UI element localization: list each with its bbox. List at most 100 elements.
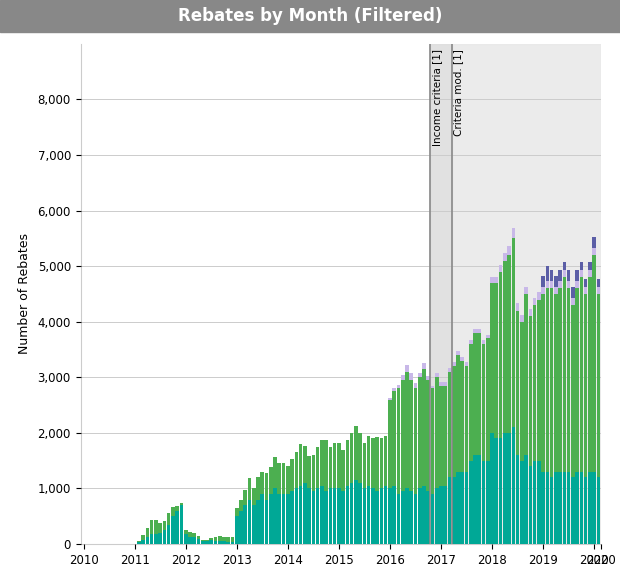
Bar xyxy=(197,539,200,544)
Bar xyxy=(273,488,277,544)
Bar xyxy=(201,539,205,541)
Bar xyxy=(533,305,536,461)
Bar xyxy=(278,494,281,544)
Bar xyxy=(260,494,264,544)
Bar xyxy=(214,538,217,541)
Bar xyxy=(550,477,554,544)
Bar xyxy=(158,524,162,533)
Bar xyxy=(451,44,601,544)
Bar xyxy=(324,491,328,544)
Bar xyxy=(588,262,591,270)
Bar xyxy=(171,516,175,544)
Bar xyxy=(286,466,290,494)
Bar xyxy=(427,491,430,544)
Bar xyxy=(562,262,566,270)
Bar xyxy=(520,461,524,544)
Bar xyxy=(435,373,438,377)
Bar xyxy=(559,270,562,281)
Bar xyxy=(188,532,192,537)
Bar xyxy=(367,486,371,544)
Bar xyxy=(427,380,430,491)
Bar xyxy=(516,455,520,544)
Bar xyxy=(512,228,515,239)
Bar xyxy=(477,329,481,333)
Bar xyxy=(588,277,591,472)
Bar xyxy=(554,472,557,544)
Bar xyxy=(235,508,239,516)
Bar xyxy=(222,536,226,541)
Bar xyxy=(303,446,307,483)
Bar xyxy=(379,439,383,488)
Bar xyxy=(239,500,243,511)
Bar xyxy=(192,534,196,537)
Bar xyxy=(528,309,532,316)
Bar xyxy=(388,400,392,488)
Bar xyxy=(516,311,520,455)
Bar xyxy=(363,443,366,488)
Bar xyxy=(495,283,498,439)
Bar xyxy=(363,488,366,544)
Bar xyxy=(316,488,319,544)
Bar xyxy=(512,238,515,427)
Bar xyxy=(222,541,226,544)
Bar xyxy=(546,288,549,472)
Bar xyxy=(409,491,413,544)
Bar xyxy=(541,287,545,294)
Bar xyxy=(562,472,566,544)
Y-axis label: Number of Rebates: Number of Rebates xyxy=(17,233,30,355)
Bar xyxy=(452,362,456,366)
Bar xyxy=(320,440,324,486)
Bar xyxy=(461,360,464,472)
Bar xyxy=(350,433,353,483)
Bar xyxy=(448,477,451,544)
Bar xyxy=(482,344,485,461)
Bar xyxy=(354,480,358,544)
Bar xyxy=(162,530,166,544)
Bar xyxy=(584,477,588,544)
Bar xyxy=(210,539,213,544)
Bar xyxy=(214,541,217,544)
Bar xyxy=(550,270,554,281)
Bar xyxy=(171,507,175,516)
Bar xyxy=(503,433,507,544)
Bar xyxy=(299,444,303,486)
Bar xyxy=(588,270,591,277)
Bar xyxy=(244,490,247,505)
Bar xyxy=(345,440,349,486)
Bar xyxy=(210,538,213,539)
Bar xyxy=(308,488,311,544)
Bar xyxy=(201,541,205,544)
Bar xyxy=(525,287,528,294)
Bar xyxy=(367,436,371,486)
Bar xyxy=(490,283,494,433)
Bar xyxy=(550,288,554,477)
Bar xyxy=(469,461,472,544)
Bar xyxy=(337,443,340,488)
Bar xyxy=(260,472,264,494)
Bar xyxy=(162,521,166,530)
Bar xyxy=(184,534,187,544)
Bar xyxy=(256,500,260,544)
Bar xyxy=(180,503,184,505)
Bar xyxy=(465,362,468,366)
Bar xyxy=(375,437,379,491)
Bar xyxy=(584,279,588,287)
Bar xyxy=(490,277,494,283)
Bar xyxy=(456,355,460,472)
Text: Criteria mod. [1]: Criteria mod. [1] xyxy=(453,49,463,136)
Bar xyxy=(311,455,315,491)
Bar xyxy=(278,463,281,494)
Bar xyxy=(461,472,464,544)
Bar xyxy=(596,294,600,477)
Bar xyxy=(439,382,443,386)
Bar xyxy=(443,386,447,486)
Bar xyxy=(324,440,328,491)
Bar xyxy=(414,383,417,388)
Bar xyxy=(456,472,460,544)
Bar xyxy=(405,488,409,544)
Bar xyxy=(580,270,583,277)
Bar xyxy=(175,511,179,544)
Bar xyxy=(571,477,575,544)
Bar xyxy=(184,529,187,534)
Bar xyxy=(520,315,524,322)
